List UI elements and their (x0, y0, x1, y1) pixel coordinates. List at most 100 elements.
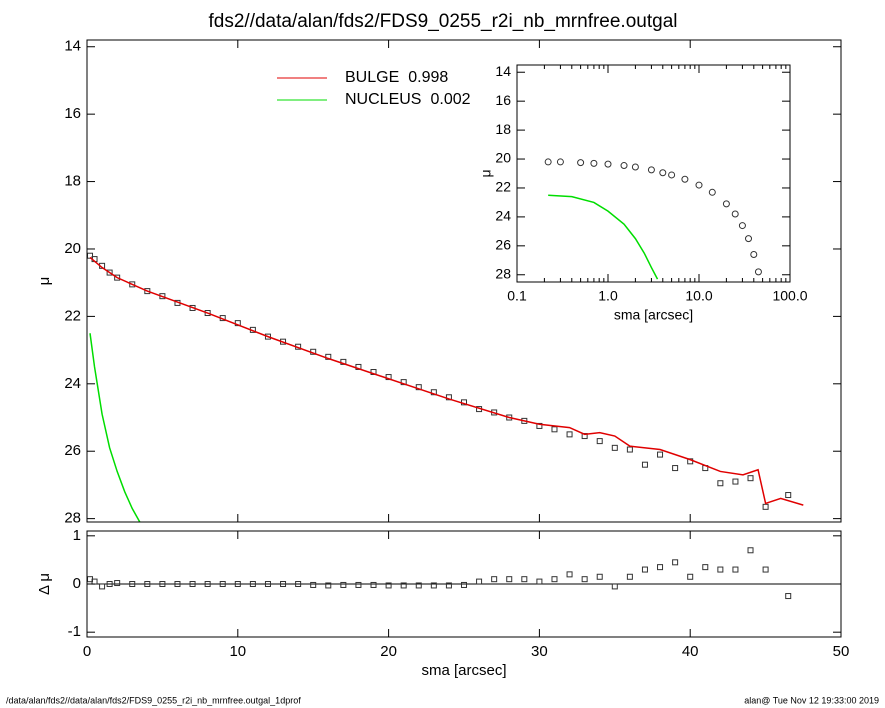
y-tick-label: 16 (495, 92, 511, 108)
data-point (370, 369, 377, 376)
y-tick-label: 24 (64, 375, 81, 392)
y-axis-label: μ (478, 169, 494, 177)
data-point (415, 582, 422, 589)
y-axis-label: μ (36, 277, 53, 286)
x-tick-label: 100.0 (772, 288, 807, 304)
data-point (536, 422, 543, 429)
data-point (577, 159, 585, 167)
x-tick-label: 1.0 (598, 288, 618, 304)
data-point (672, 465, 679, 472)
x-tick-label: 0 (83, 643, 91, 660)
data-point (400, 379, 407, 386)
data-point (159, 581, 166, 587)
plot-area (87, 547, 841, 600)
x-tick-label: 10.0 (685, 288, 712, 304)
data-point (144, 288, 151, 295)
y-tick-label: 14 (495, 63, 511, 79)
footer-right: alan@ Tue Nov 12 19:33:00 2019 (744, 695, 879, 705)
y-tick-label: 22 (495, 179, 511, 195)
chart-title: fds2//data/alan/fds2/FDS9_0255_r2i_nb_mr… (209, 11, 678, 32)
data-point (204, 310, 211, 317)
data-point (754, 268, 762, 276)
y-tick-label: 22 (64, 307, 81, 324)
data-point (717, 480, 724, 487)
data-point (506, 576, 513, 583)
data-point (566, 571, 573, 578)
data-point (731, 210, 739, 218)
data-point (551, 576, 558, 583)
y-tick-label: 26 (495, 237, 511, 253)
y-tick-label: 14 (64, 38, 81, 55)
data-point (687, 573, 694, 580)
data-point (762, 566, 769, 573)
data-point (604, 160, 612, 168)
data-point (461, 581, 467, 588)
data-point (581, 576, 588, 583)
data-point (264, 581, 271, 587)
data-point (672, 559, 679, 566)
data-point (695, 181, 703, 189)
data-point (611, 444, 618, 451)
data-point (611, 583, 618, 590)
data-point (657, 564, 664, 571)
data-point (234, 581, 241, 587)
data-point (129, 281, 136, 288)
y-tick-label: 20 (64, 240, 81, 257)
legend-name: NUCLEUS (345, 91, 421, 108)
data-point (596, 438, 603, 445)
data-point (732, 478, 739, 485)
data-point (144, 581, 151, 587)
legend-label: NUCLEUS 0.002 (345, 91, 471, 108)
data-point (702, 564, 709, 571)
data-point (717, 566, 724, 573)
data-point (385, 582, 392, 589)
data-line (548, 194, 659, 280)
data-point (491, 576, 498, 583)
data-point (189, 581, 196, 587)
x-tick-label: 50 (833, 643, 850, 660)
x-tick-label: 40 (682, 643, 699, 660)
data-point (785, 593, 792, 600)
x-tick-label: 0.1 (507, 288, 527, 304)
data-point (204, 581, 211, 587)
x-tick-label: 30 (531, 643, 548, 660)
data-point (355, 363, 362, 370)
data-point (174, 581, 181, 587)
y-tick-label: 16 (64, 105, 81, 122)
y-tick-label: 18 (64, 173, 81, 190)
data-point (536, 578, 543, 585)
data-point (219, 581, 226, 587)
data-point (631, 163, 639, 171)
data-point (762, 503, 769, 510)
data-point (340, 358, 347, 365)
x-tick-label: 20 (380, 643, 397, 660)
data-point (750, 251, 758, 259)
data-point (114, 274, 121, 281)
data-point (340, 581, 347, 588)
data-line (89, 333, 141, 522)
data-point (620, 162, 628, 170)
plot-area (544, 158, 762, 280)
data-point (106, 581, 113, 587)
data-point (476, 578, 483, 585)
frame (86, 39, 842, 523)
data-point (641, 461, 648, 468)
y-tick-label: 26 (64, 442, 81, 459)
legend-fraction: 0.002 (430, 91, 470, 108)
data-point (641, 566, 648, 573)
data-point (681, 175, 689, 183)
data-point (596, 573, 603, 580)
legend-name: BULGE (345, 69, 399, 86)
data-point (626, 446, 633, 453)
y-tick-label: -1 (68, 623, 81, 640)
y-tick-label: 18 (495, 121, 511, 137)
data-point (732, 566, 739, 573)
y-tick-label: 28 (64, 510, 81, 527)
data-point (722, 200, 730, 208)
frame (516, 64, 791, 283)
data-point (747, 475, 754, 482)
legend-fraction: 0.998 (408, 69, 448, 86)
data-point (445, 582, 452, 589)
data-point (106, 269, 113, 276)
